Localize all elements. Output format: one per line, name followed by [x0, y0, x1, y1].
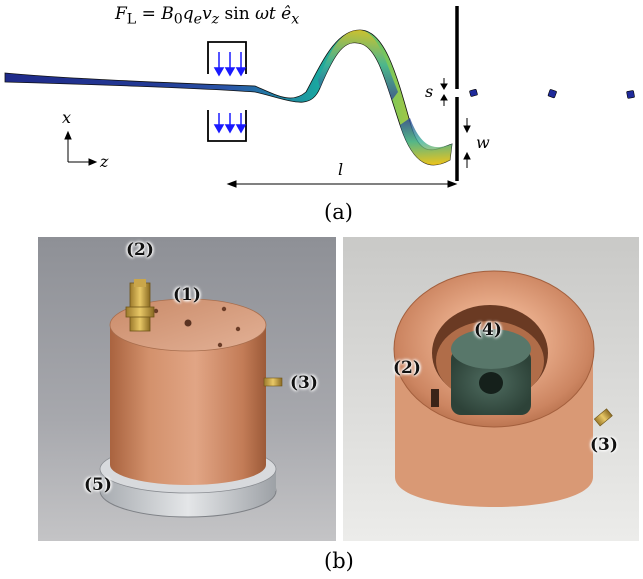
- left-label-3: (3): [290, 373, 318, 393]
- lorentz-force-formula: FL = B0qevz sin ωt êx: [115, 4, 300, 28]
- right-label-2: (2): [393, 358, 421, 378]
- force-arrows: [213, 52, 247, 134]
- electron-beam: [4, 29, 453, 166]
- right-label-3: (3): [590, 435, 618, 455]
- axis-z-label: z: [100, 152, 109, 171]
- label-l: l: [338, 160, 344, 179]
- electron-bunches: [469, 88, 635, 99]
- left-label-5: (5): [84, 475, 112, 495]
- s-arrows: [440, 78, 448, 106]
- lower-magnet: [207, 110, 247, 142]
- w-arrows: [463, 118, 471, 168]
- upper-magnet: [207, 41, 247, 74]
- axes: [64, 130, 98, 166]
- label-w: w: [476, 133, 490, 152]
- axis-x-label: x: [62, 108, 72, 127]
- right-label-4: (4): [474, 320, 502, 340]
- beam-diagram: [4, 6, 635, 188]
- left-label-1: (1): [173, 285, 201, 305]
- photo-right: [343, 237, 639, 541]
- label-s: s: [425, 82, 434, 101]
- left-label-2: (2): [126, 240, 154, 260]
- caption-b: (b): [324, 549, 354, 573]
- photo-left: [38, 237, 336, 541]
- l-dimension: [226, 180, 458, 188]
- caption-a: (a): [324, 200, 353, 224]
